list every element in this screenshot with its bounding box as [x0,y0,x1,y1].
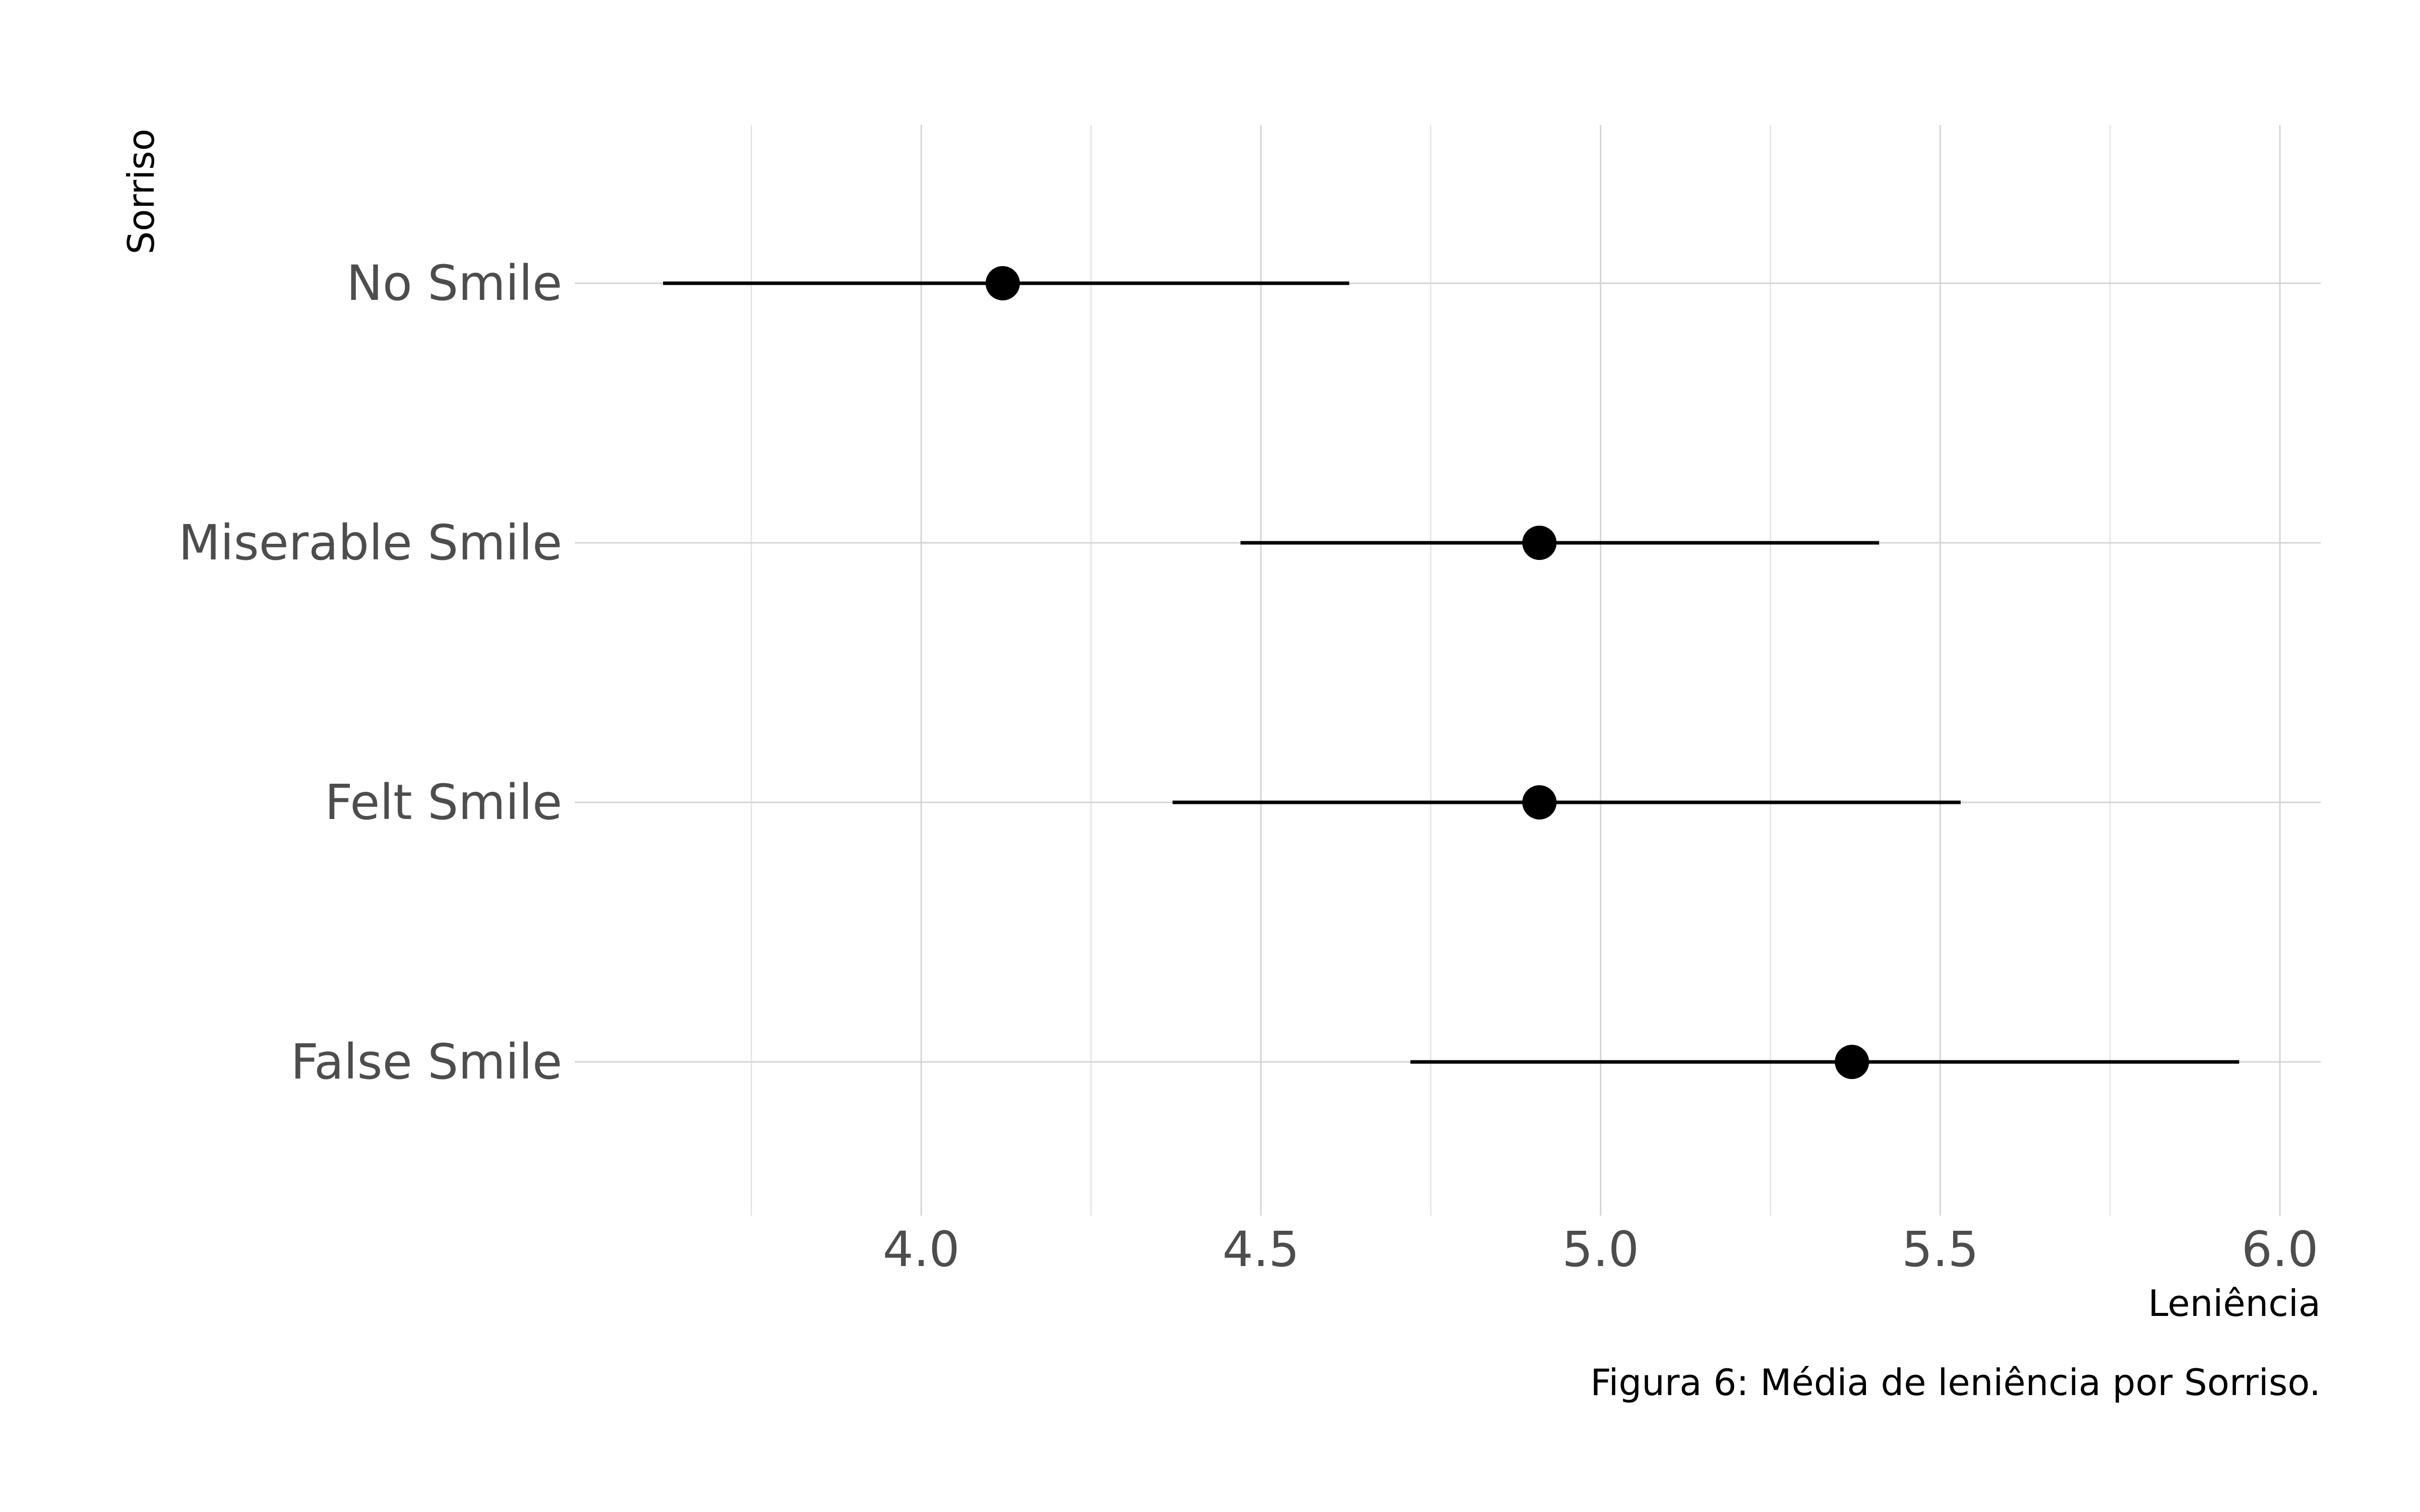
y-tick-label: False Smile [291,1034,562,1090]
y-axis-title: Sorriso [120,129,162,254]
y-tick-label: No Smile [346,255,562,311]
x-tick-label: 4.5 [1223,1221,1300,1278]
grid-lines [575,125,2321,1216]
x-tick-label: 6.0 [2242,1221,2319,1278]
y-tick-label: Miserable Smile [178,515,562,571]
x-axis-title: Leniência [2148,1282,2321,1325]
mean-point [1522,526,1557,560]
mean-point [985,266,1020,300]
mean-point [1522,785,1557,820]
x-tick-label: 4.0 [883,1221,960,1278]
y-tick-labels: No Smile Miserable Smile Felt Smile False S… [178,255,562,1090]
x-tick-label: 5.0 [1562,1221,1639,1278]
x-tick-labels: 4.0 4.5 5.0 5.5 6.0 [883,1221,2319,1278]
figure-caption: Figura 6: Média de leniência por Sorriso… [1590,1361,2321,1404]
x-tick-label: 5.5 [1902,1221,1979,1278]
mean-point [1835,1045,1869,1079]
data-marks [663,266,2240,1079]
y-tick-label: Felt Smile [325,774,562,831]
